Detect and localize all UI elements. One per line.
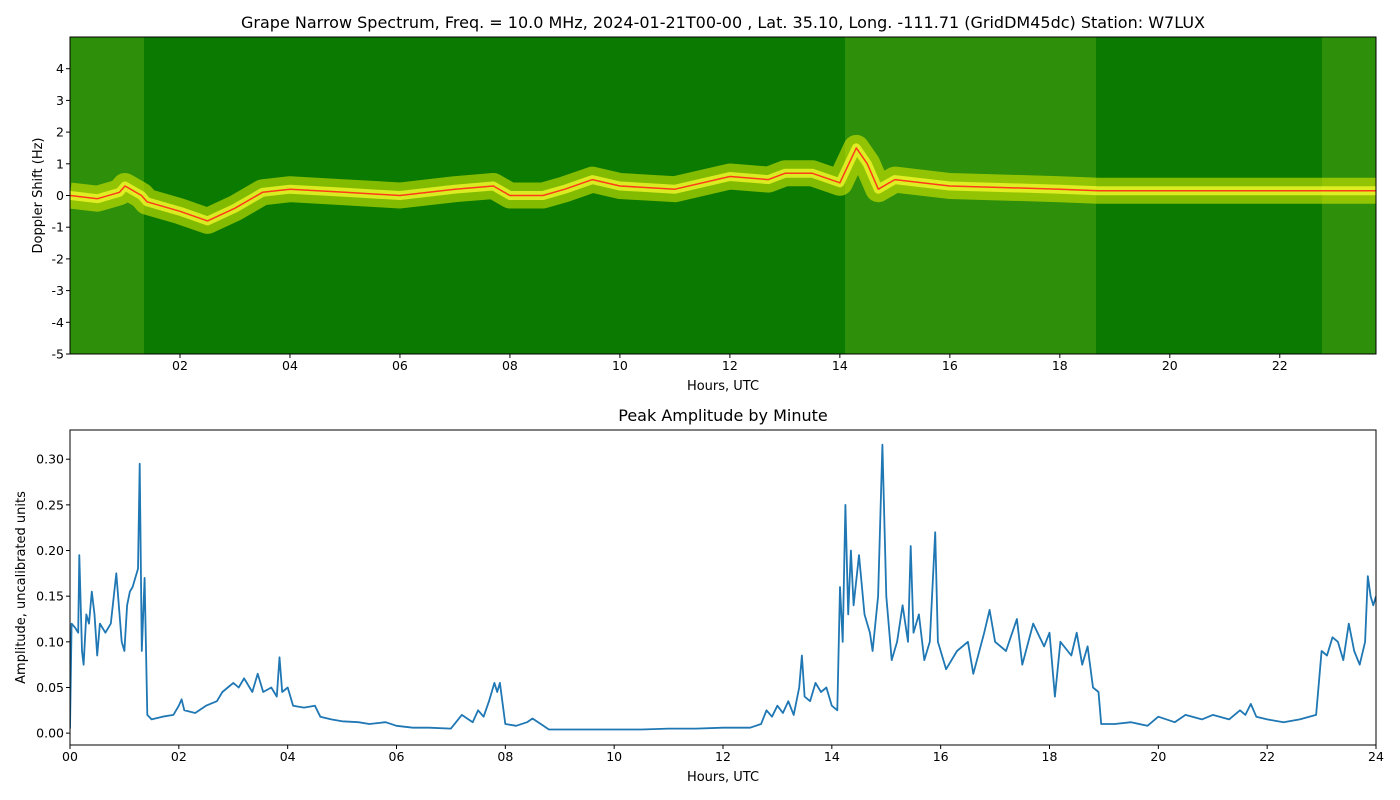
x-tick-label: 08 <box>497 749 513 764</box>
y-tick-label: 0.25 <box>36 497 64 512</box>
x-tick-label: 08 <box>502 358 518 373</box>
y-tick-label: 0.20 <box>36 543 64 558</box>
x-tick-label: 10 <box>612 358 628 373</box>
x-tick-label: 10 <box>606 749 622 764</box>
x-tick-label: 14 <box>832 358 848 373</box>
x-tick-label: 04 <box>280 749 296 764</box>
y-tick-label: 3 <box>56 93 64 108</box>
y-tick-label: 0.10 <box>36 634 64 649</box>
x-tick-label: 00 <box>62 749 78 764</box>
y-tick-label: 0 <box>56 188 64 203</box>
doppler-ridge <box>70 147 1376 222</box>
x-tick-label: 24 <box>1368 749 1384 764</box>
plot-background <box>70 430 1376 745</box>
x-tick-label: 14 <box>824 749 840 764</box>
x-tick-label: 12 <box>715 749 731 764</box>
y-tick-label: 0.00 <box>36 726 64 741</box>
x-axis-label: Hours, UTC <box>687 770 759 785</box>
y-tick-label: -1 <box>52 220 64 235</box>
y-tick-label: -5 <box>52 347 64 362</box>
x-tick-label: 06 <box>389 749 405 764</box>
y-tick-label: 1 <box>56 156 64 171</box>
x-tick-label: 22 <box>1272 358 1288 373</box>
chart-title: Grape Narrow Spectrum, Freq. = 10.0 MHz,… <box>241 13 1205 32</box>
x-tick-label: 02 <box>171 749 187 764</box>
x-tick-label: 12 <box>722 358 738 373</box>
y-tick-label: -3 <box>52 283 64 298</box>
x-tick-label: 04 <box>282 358 298 373</box>
y-axis-label: Doppler Shift (Hz) <box>31 138 46 254</box>
y-tick-label: 2 <box>56 125 64 140</box>
x-tick-label: 20 <box>1150 749 1166 764</box>
plot-area <box>70 430 1376 745</box>
x-tick-label: 20 <box>1162 358 1178 373</box>
y-tick-label: 4 <box>56 61 64 76</box>
x-tick-label: 16 <box>942 358 958 373</box>
y-tick-label: -4 <box>52 315 65 330</box>
y-tick-label: 0.30 <box>36 452 64 467</box>
x-tick-label: 02 <box>172 358 188 373</box>
y-tick-label: 0.15 <box>36 589 64 604</box>
x-tick-label: 18 <box>1042 749 1058 764</box>
amplitude-line <box>70 443 1376 731</box>
y-axis-label: Amplitude, uncalibrated units <box>14 491 29 684</box>
y-tick-label: -2 <box>52 251 64 266</box>
x-tick-label: 16 <box>933 749 949 764</box>
x-axis-label: Hours, UTC <box>687 379 759 394</box>
x-tick-label: 22 <box>1259 749 1275 764</box>
plot-area <box>70 37 1376 354</box>
x-tick-label: 18 <box>1052 358 1068 373</box>
chart-title: Peak Amplitude by Minute <box>618 406 828 425</box>
x-tick-label: 06 <box>392 358 408 373</box>
y-tick-label: 0.05 <box>36 680 64 695</box>
